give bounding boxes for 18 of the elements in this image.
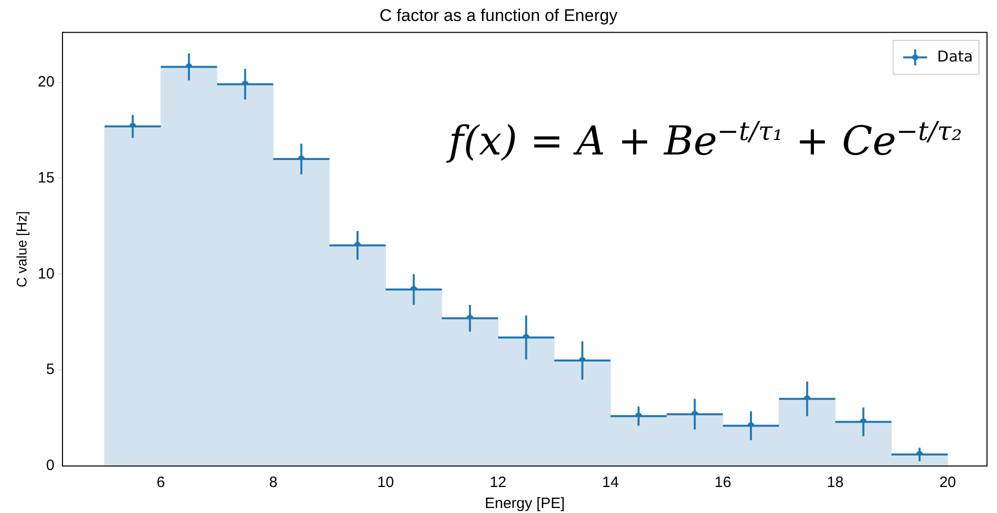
x-tick-label: 12: [490, 474, 506, 492]
y-axis-title: C value [Hz]: [13, 211, 30, 288]
x-tick-label: 10: [377, 474, 394, 492]
chart-title: C factor as a function of Energy: [379, 6, 618, 25]
y-tick-label: 15: [38, 169, 54, 186]
x-axis-title: Energy [PE]: [484, 495, 565, 512]
x-tick-label: 6: [156, 474, 166, 492]
y-tick-label: 20: [38, 73, 54, 90]
x-tick-label: 18: [826, 474, 844, 492]
y-tick-label: 10: [38, 265, 54, 282]
legend-label: Data: [937, 47, 974, 66]
y-tick-label: 5: [46, 361, 54, 378]
x-tick-label: 14: [602, 474, 619, 492]
x-tick-label: 8: [269, 474, 278, 492]
x-tick-label: 16: [714, 474, 732, 492]
y-tick-label: 0: [46, 457, 54, 474]
x-tick-label: 20: [939, 474, 956, 492]
annotation: f(x) = A + Be$^{−t/τ₁}$ + Ce$^{−t/τ₂}$: [448, 117, 962, 165]
